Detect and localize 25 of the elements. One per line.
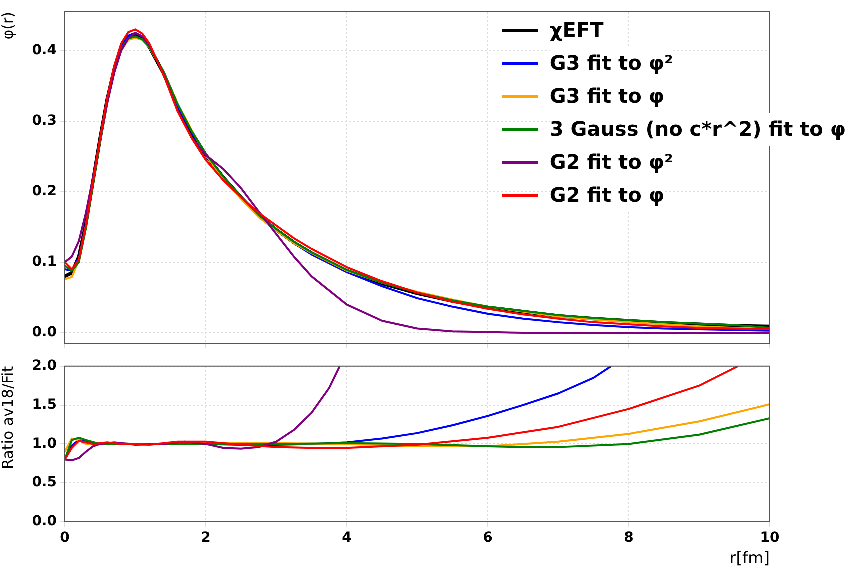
legend-label: G3 fit to φ xyxy=(550,80,664,113)
y-tick-label: 0.0 xyxy=(32,514,58,530)
x-tick-label: 8 xyxy=(624,530,634,546)
y-axis-title: Ratio av18/Fit xyxy=(0,366,17,470)
y-tick-label: 2.0 xyxy=(32,358,58,374)
y-tick-label: 0.0 xyxy=(32,324,58,341)
x-tick-label: 0 xyxy=(60,530,70,546)
legend-label: G2 fit to φ xyxy=(550,179,664,212)
x-tick-label: 6 xyxy=(483,530,493,546)
legend-label: χEFT xyxy=(550,14,604,47)
y-tick-label: 0.4 xyxy=(32,42,58,58)
y-tick-label: 0.2 xyxy=(32,184,57,200)
y-tick-label: 1.5 xyxy=(32,396,57,413)
legend-label: G2 fit to φ² xyxy=(550,146,674,179)
y-tick-label: 0.5 xyxy=(32,474,57,491)
x-tick-label: 10 xyxy=(760,530,780,546)
x-axis-title: r[fm] xyxy=(730,548,770,568)
y-axis-title: φ(r) xyxy=(0,12,17,40)
y-tick-label: 1.0 xyxy=(32,436,58,452)
x-tick-label: 4 xyxy=(342,530,352,546)
y-tick-label: 0.1 xyxy=(32,254,57,270)
y-tick-label: 0.3 xyxy=(32,113,57,129)
legend-label: G3 fit to φ² xyxy=(550,47,674,80)
x-tick-label: 2 xyxy=(201,530,211,546)
legend-label: 3 Gauss (no c*r^2) fit to φ xyxy=(550,113,846,146)
